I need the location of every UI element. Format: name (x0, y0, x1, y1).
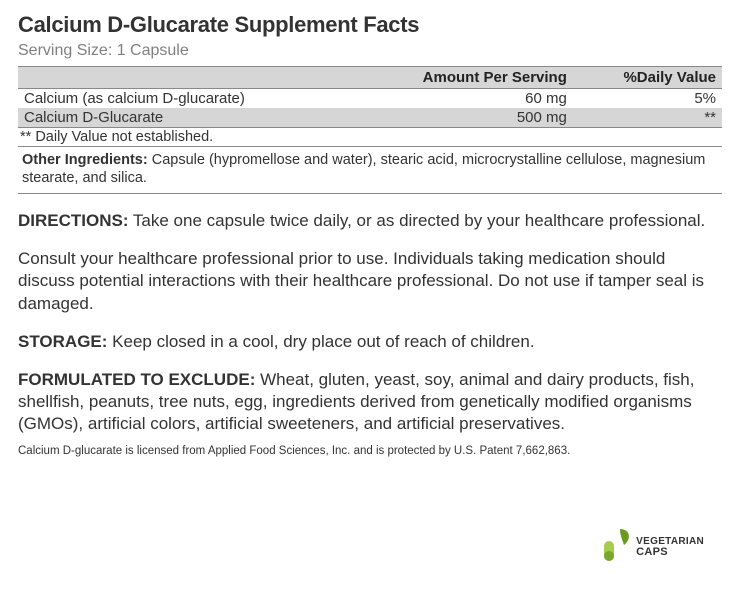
other-ingredients-label: Other Ingredients: (22, 152, 148, 168)
patent-note: Calcium D-glucarate is licensed from App… (18, 445, 722, 457)
storage-section: STORAGE: Keep closed in a cool, dry plac… (18, 331, 722, 353)
cell-dv: ** (573, 108, 722, 128)
serving-size: Serving Size: 1 Capsule (18, 42, 722, 60)
table-header-row: Amount Per Serving %Daily Value (18, 67, 722, 89)
storage-text: Keep closed in a cool, dry place out of … (107, 332, 534, 351)
table-row: Calcium (as calcium D-glucarate) 60 mg 5… (18, 89, 722, 109)
col-header-empty (18, 67, 350, 89)
directions-section: DIRECTIONS: Take one capsule twice daily… (18, 210, 722, 232)
capsule-leaf-icon (600, 527, 634, 568)
cell-amount: 60 mg (350, 89, 573, 109)
cell-amount: 500 mg (350, 108, 573, 128)
page-title: Calcium D-Glucarate Supplement Facts (18, 12, 722, 38)
cell-name: Calcium D-Glucarate (18, 108, 350, 128)
table-footnote: ** Daily Value not established. (18, 128, 722, 147)
cell-dv: 5% (573, 89, 722, 109)
cell-name: Calcium (as calcium D-glucarate) (18, 89, 350, 109)
warning-section: Consult your healthcare professional pri… (18, 248, 722, 314)
storage-label: STORAGE: (18, 332, 107, 351)
directions-label: DIRECTIONS: (18, 211, 129, 230)
table-footnote-row: ** Daily Value not established. (18, 128, 722, 147)
col-header-amount: Amount Per Serving (350, 67, 573, 89)
col-header-dv: %Daily Value (573, 67, 722, 89)
facts-table: Amount Per Serving %Daily Value Calcium … (18, 66, 722, 147)
table-row: Calcium D-Glucarate 500 mg ** (18, 108, 722, 128)
excludes-label: FORMULATED TO EXCLUDE: (18, 370, 255, 389)
directions-text: Take one capsule twice daily, or as dire… (129, 211, 706, 230)
badge-text: VEGETARIAN CAPS (636, 537, 704, 558)
badge-line2: CAPS (636, 547, 704, 558)
vegetarian-badge: VEGETARIAN CAPS (600, 527, 704, 568)
other-ingredients: Other Ingredients: Capsule (hypromellose… (18, 147, 722, 194)
excludes-section: FORMULATED TO EXCLUDE: Wheat, gluten, ye… (18, 369, 722, 435)
